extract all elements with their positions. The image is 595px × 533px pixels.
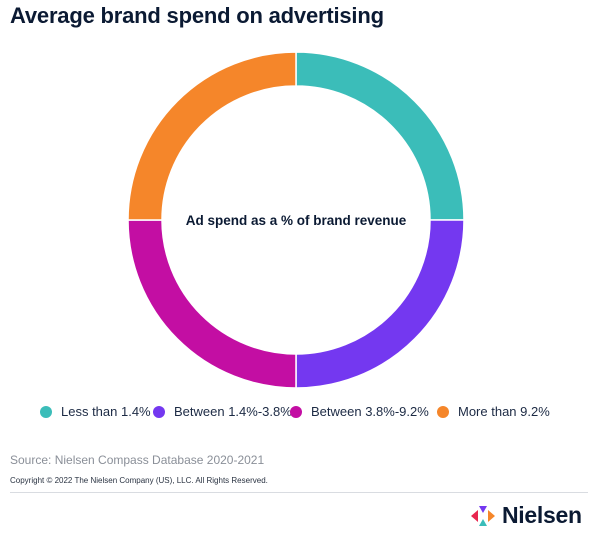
legend-swatch — [40, 405, 52, 418]
legend-item: Between 1.4%-3.8% — [153, 404, 292, 419]
legend-swatch — [437, 405, 449, 418]
legend-label: Between 3.8%-9.2% — [311, 404, 429, 419]
nielsen-logo: Nielsen — [470, 502, 582, 529]
donut-center-label: Ad spend as a % of brand revenue — [186, 213, 407, 228]
donut-slice — [127, 219, 297, 389]
chart-title: Average brand spend on advertising — [10, 3, 384, 28]
legend-label: More than 9.2% — [458, 404, 550, 419]
legend-item: Less than 1.4% — [40, 404, 151, 419]
brand-name: Nielsen — [502, 502, 582, 528]
footer-divider — [10, 492, 588, 493]
legend-label: Less than 1.4% — [61, 404, 151, 419]
legend-item: More than 9.2% — [437, 404, 550, 419]
legend-item: Between 3.8%-9.2% — [290, 404, 429, 419]
legend-swatch — [153, 405, 165, 418]
donut-slice — [295, 219, 465, 389]
chart-legend: Less than 1.4% Between 1.4%-3.8% Between… — [0, 404, 595, 428]
donut-slices — [127, 51, 465, 389]
donut-slice — [127, 51, 297, 221]
donut-chart: Ad spend as a % of brand revenue — [127, 51, 465, 389]
copyright-note: Copyright © 2022 The Nielsen Company (US… — [10, 476, 268, 485]
legend-swatch — [290, 405, 302, 418]
legend-label: Between 1.4%-3.8% — [174, 404, 292, 419]
source-note: Source: Nielsen Compass Database 2020-20… — [10, 453, 265, 467]
nielsen-logo-icon — [471, 505, 495, 526]
donut-slice — [295, 51, 465, 221]
